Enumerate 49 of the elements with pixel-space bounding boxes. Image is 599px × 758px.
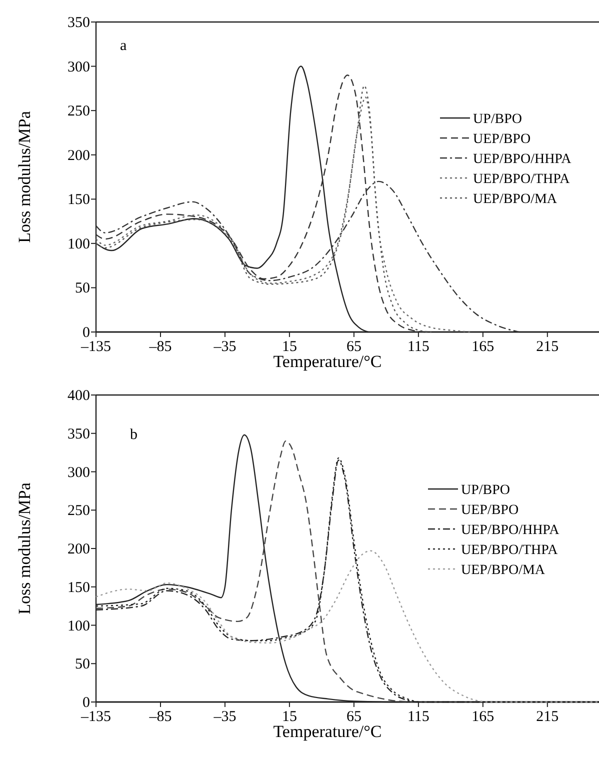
y-tick-label: 100: [68, 236, 90, 252]
legend-label: UP/BPO: [473, 112, 522, 127]
x-tick-label: 15: [282, 709, 297, 725]
x-axis-title: Temperature/°C: [273, 352, 382, 371]
legend-label: UEP/BPO: [461, 503, 519, 518]
annotation: a: [120, 38, 127, 54]
legend-label: UEP/BPO/THPA: [473, 172, 571, 187]
x-tick-label: 65: [346, 339, 362, 355]
x-axis-title: Temperature/°C: [273, 722, 382, 741]
y-tick-label: 300: [68, 59, 90, 76]
x-tick-label: 65: [346, 709, 362, 725]
x-tick-label: –85: [148, 339, 172, 355]
x-tick-label: –135: [80, 339, 111, 355]
x-tick-label: 215: [536, 709, 559, 725]
y-tick-label: 200: [68, 148, 90, 164]
legend-label: UEP/BPO/HHPA: [473, 152, 572, 167]
x-tick-label: –35: [212, 709, 236, 725]
x-tick-label: 165: [472, 339, 494, 355]
y-tick-label: 50: [75, 656, 90, 673]
y-tick-label: 0: [82, 695, 90, 711]
legend-label: UEP/BPO/MA: [473, 192, 558, 207]
x-tick-label: –35: [212, 339, 236, 355]
y-tick-label: 0: [82, 325, 90, 341]
legend-label: UEP/BPO/HHPA: [461, 523, 560, 538]
x-tick-label: 215: [536, 339, 559, 355]
y-tick-label: 350: [68, 426, 90, 442]
y-tick-label: 300: [68, 464, 90, 481]
y-tick-label: 250: [68, 503, 90, 520]
legend-label: UEP/BPO/MA: [461, 563, 546, 578]
legend-label: UEP/BPO: [473, 132, 531, 147]
y-tick-label: 150: [68, 192, 90, 208]
y-tick-label: 100: [68, 618, 90, 634]
legend-label: UP/BPO: [461, 483, 510, 498]
y-axis-title: Loss modulus/MPa: [15, 110, 34, 243]
y-tick-label: 250: [68, 104, 90, 120]
y-tick-label: 350: [68, 15, 90, 31]
x-tick-label: 115: [407, 709, 430, 725]
annotation: b: [130, 427, 138, 443]
x-tick-label: –135: [80, 709, 111, 725]
y-tick-label: 50: [75, 280, 90, 297]
y-axis-title: Loss modulus/MPa: [15, 482, 34, 614]
x-tick-label: 115: [407, 339, 430, 355]
legend-label: UEP/BPO/THPA: [461, 543, 559, 558]
y-tick-label: 400: [68, 388, 90, 404]
y-tick-label: 200: [68, 542, 90, 558]
x-tick-label: 15: [282, 339, 297, 355]
x-tick-label: 165: [472, 709, 494, 725]
x-tick-label: –85: [148, 709, 172, 725]
y-tick-label: 150: [68, 580, 90, 596]
